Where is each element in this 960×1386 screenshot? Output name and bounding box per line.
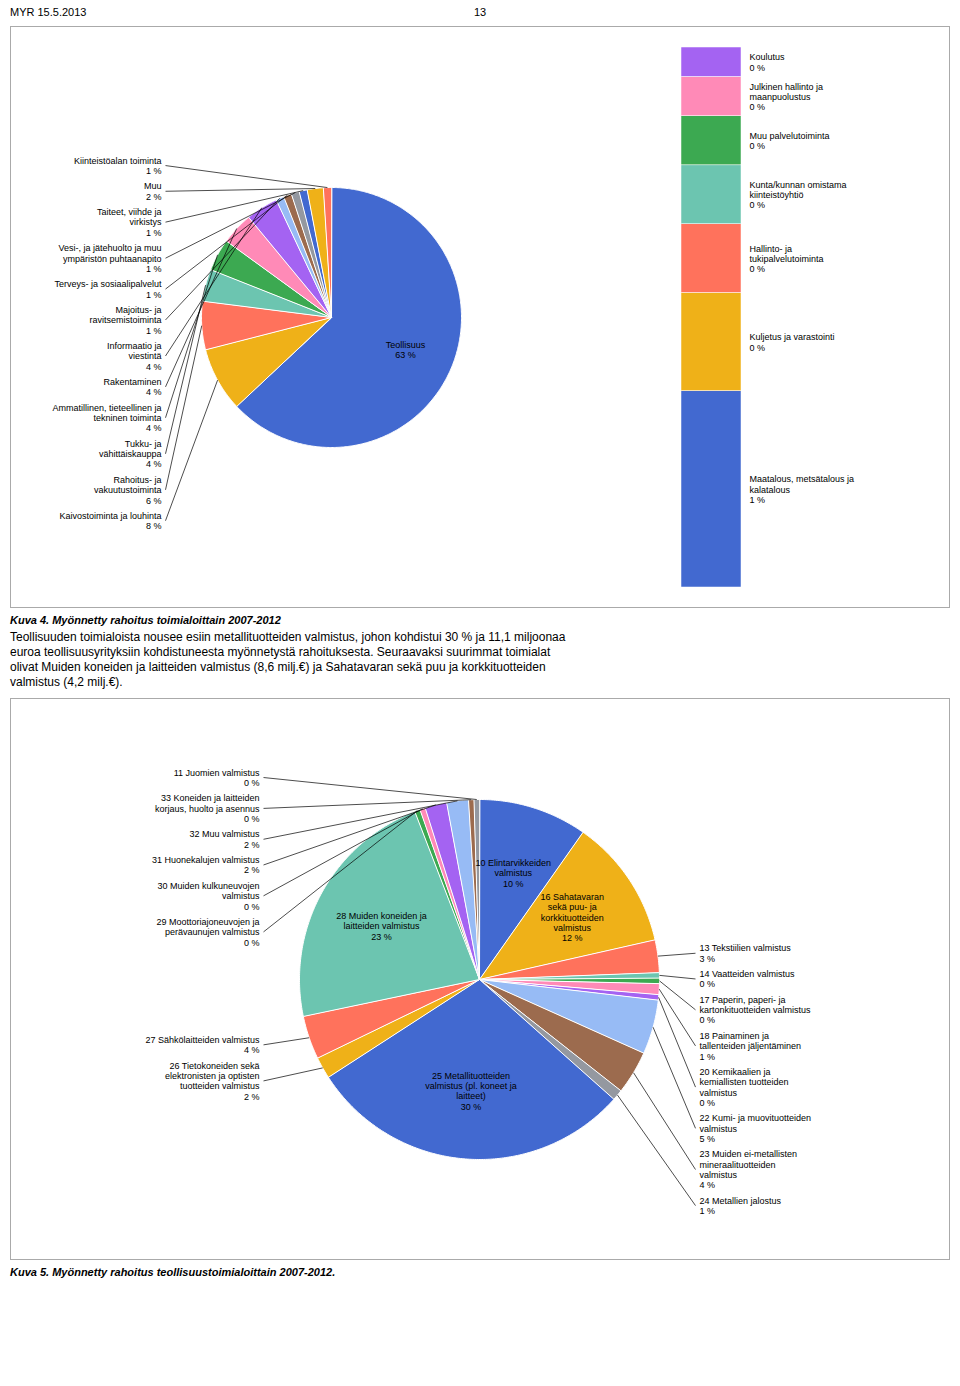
- html-text:MYR 15.5.2013: MYR 15.5.2013: [10, 6, 87, 18]
- svg-text:Majoitus- jaravitsemistoiminta: Majoitus- jaravitsemistoiminta1 %: [89, 305, 161, 336]
- svg-text:30 Muiden kulkuneuvojenvalmist: 30 Muiden kulkuneuvojenvalmistus0 %: [157, 881, 260, 912]
- svg-text:Teollisuus63 %: Teollisuus63 %: [386, 340, 426, 360]
- html-text:Teollisuuden toimialoista nous: Teollisuuden toimialoista nousee esiin m…: [10, 630, 566, 689]
- svg-text:Kunta/kunnan omistamakiinteist: Kunta/kunnan omistamakiinteistöyhtiö0 %: [750, 180, 847, 211]
- html-text:Kuva 5. Myönnetty rahoitus teo: Kuva 5. Myönnetty rahoitus teollisuustoi…: [10, 1266, 336, 1278]
- svg-text:24 Metallien jalostus1 %: 24 Metallien jalostus1 %: [700, 1196, 782, 1216]
- svg-text:Ammatillinen, tieteellinen jat: Ammatillinen, tieteellinen jatekninen to…: [52, 403, 161, 434]
- svg-text:Koulutus0 %: Koulutus0 %: [750, 52, 786, 72]
- html-text:13: 13: [473, 6, 487, 18]
- svg-text:Kiinteistöalan toiminta1 %: Kiinteistöalan toiminta1 %: [74, 156, 162, 176]
- svg-text:31 Huonekalujen valmistus2 %: 31 Huonekalujen valmistus2 %: [152, 855, 260, 875]
- svg-text:17 Paperin, paperi- jakartonki: 17 Paperin, paperi- jakartonkituotteiden…: [700, 995, 812, 1026]
- svg-text:Rakentaminen4 %: Rakentaminen4 %: [103, 377, 161, 397]
- svg-text:29 Moottoriajoneuvojen japeräv: 29 Moottoriajoneuvojen japerävaunujen va…: [156, 917, 260, 948]
- svg-text:28 Muiden koneiden jalaitteide: 28 Muiden koneiden jalaitteiden valmistu…: [336, 911, 427, 942]
- svg-text:18 Painaminen jatallenteiden j: 18 Painaminen jatallenteiden jäljentämin…: [700, 1031, 802, 1062]
- svg-text:Informaatio javiestintä4 %: Informaatio javiestintä4 %: [107, 341, 162, 372]
- svg-text:Muu2 %: Muu2 %: [144, 181, 162, 201]
- svg-text:Tukku- javähittäiskauppa4 %: Tukku- javähittäiskauppa4 %: [99, 439, 162, 470]
- svg-text:32 Muu valmistus2 %: 32 Muu valmistus2 %: [189, 829, 260, 849]
- svg-text:Maatalous, metsätalous jakalat: Maatalous, metsätalous jakalatalous1 %: [750, 474, 855, 505]
- svg-text:10 Elintarvikkeidenvalmistus10: 10 Elintarvikkeidenvalmistus10 %: [475, 858, 551, 889]
- svg-text:20 Kemikaalien jakemiallisten: 20 Kemikaalien jakemiallisten tuotteiden…: [700, 1067, 789, 1108]
- svg-text:25 Metallituotteidenvalmistus: 25 Metallituotteidenvalmistus (pl. konee…: [425, 1071, 517, 1112]
- svg-text:23 Muiden ei-metallistenminera: 23 Muiden ei-metallistenmineraalituottei…: [700, 1149, 798, 1190]
- svg-text:11 Juomien valmistus0 %: 11 Juomien valmistus0 %: [174, 768, 260, 788]
- svg-text:Taiteet, viihde javirkistys1 %: Taiteet, viihde javirkistys1 %: [97, 207, 162, 238]
- svg-text:Hallinto- jatukipalvelutoimint: Hallinto- jatukipalvelutoiminta0 %: [750, 244, 824, 275]
- svg-text:Terveys- ja sosiaalipalvelut1: Terveys- ja sosiaalipalvelut1 %: [54, 279, 162, 299]
- html-text:Kuva 4. Myönnetty rahoitus toi: Kuva 4. Myönnetty rahoitus toimialoittai…: [10, 614, 281, 626]
- svg-text:14 Vaatteiden valmistus0 %: 14 Vaatteiden valmistus0 %: [700, 969, 795, 989]
- svg-text:16 Sahatavaransekä puu- jakork: 16 Sahatavaransekä puu- jakorkkituotteid…: [540, 892, 604, 943]
- svg-text:Julkinen hallinto jamaanpuolus: Julkinen hallinto jamaanpuolustus0 %: [750, 82, 824, 113]
- svg-text:22 Kumi- ja muovituotteidenval: 22 Kumi- ja muovituotteidenvalmistus5 %: [700, 1113, 812, 1144]
- svg-text:Muu palvelutoiminta0 %: Muu palvelutoiminta0 %: [750, 131, 830, 151]
- svg-text:Kaivostoiminta ja louhinta8 %: Kaivostoiminta ja louhinta8 %: [59, 511, 161, 531]
- svg-text:Kuljetus ja varastointi0 %: Kuljetus ja varastointi0 %: [750, 332, 835, 352]
- svg-text:Vesi-, ja jätehuolto ja muuymp: Vesi-, ja jätehuolto ja muuympäristön pu…: [58, 243, 161, 274]
- svg-text:27 Sähkölaitteiden valmistus4: 27 Sähkölaitteiden valmistus4 %: [145, 1035, 260, 1055]
- svg-text:13 Tekstiilien valmistus3 %: 13 Tekstiilien valmistus3 %: [700, 943, 792, 963]
- svg-text:33 Koneiden ja laitteidenkorja: 33 Koneiden ja laitteidenkorjaus, huolto…: [155, 793, 260, 824]
- svg-text:Rahoitus- javakuutustoiminta6: Rahoitus- javakuutustoiminta6 %: [94, 475, 162, 506]
- svg-text:26 Tietokoneiden sekäelektroni: 26 Tietokoneiden sekäelektronisten ja op…: [165, 1061, 260, 1102]
